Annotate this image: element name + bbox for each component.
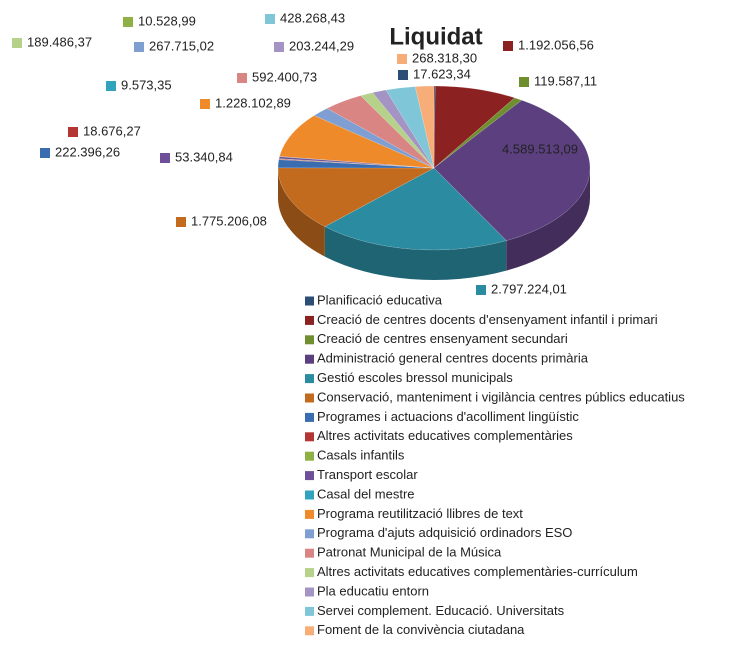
legend-label: Altres activitats educatives complementà… bbox=[317, 564, 638, 579]
legend-key bbox=[305, 374, 314, 384]
slice bbox=[414, 85, 435, 169]
legend-key bbox=[305, 296, 314, 306]
data-label: 1.192.056,56 bbox=[518, 37, 594, 52]
slice bbox=[433, 85, 516, 169]
legend-label: Transport escolar bbox=[317, 467, 418, 482]
data-label: 2.797.224,01 bbox=[491, 281, 567, 296]
label-key bbox=[134, 42, 144, 52]
label-key bbox=[519, 77, 529, 87]
legend-key bbox=[305, 548, 314, 558]
slice bbox=[277, 159, 435, 169]
legend-key bbox=[305, 451, 314, 461]
slice bbox=[313, 108, 435, 169]
data-label: 428.268,43 bbox=[280, 10, 345, 25]
data-label: 222.396,26 bbox=[55, 144, 120, 159]
slice bbox=[279, 115, 435, 169]
legend-key bbox=[305, 335, 314, 345]
legend-label: Casals infantils bbox=[317, 448, 405, 463]
label-key bbox=[265, 14, 275, 24]
data-label: 18.676,27 bbox=[83, 123, 141, 138]
slice bbox=[278, 156, 435, 169]
legend-key bbox=[305, 432, 314, 442]
label-key bbox=[237, 73, 247, 83]
data-label: 17.623,34 bbox=[413, 66, 471, 81]
label-key bbox=[160, 153, 170, 163]
slice bbox=[326, 95, 435, 169]
data-label: 268.318,30 bbox=[412, 50, 477, 65]
slice bbox=[277, 167, 435, 227]
slice-side bbox=[506, 168, 590, 271]
legend-label: Foment de la convivència ciutadana bbox=[317, 622, 525, 637]
slice-side bbox=[324, 226, 507, 281]
legend-label: Altres activitats educatives complementà… bbox=[317, 428, 573, 443]
legend-key bbox=[305, 412, 314, 422]
legend-key bbox=[305, 509, 314, 519]
data-label: 592.400,73 bbox=[252, 69, 317, 84]
slice bbox=[360, 92, 435, 169]
slice bbox=[278, 158, 435, 169]
legend-key bbox=[305, 354, 314, 364]
legend-label: Creació de centres ensenyament secundari bbox=[317, 331, 568, 346]
data-label: 189.486,37 bbox=[27, 34, 92, 49]
label-key bbox=[200, 99, 210, 109]
slice-side bbox=[278, 168, 325, 257]
data-label: 203.244,29 bbox=[289, 38, 354, 53]
label-key bbox=[503, 41, 513, 51]
legend-label: Casal del mestre bbox=[317, 486, 415, 501]
legend-key bbox=[305, 606, 314, 616]
data-label: 267.715,02 bbox=[149, 38, 214, 53]
label-key bbox=[397, 54, 407, 64]
data-label: 4.589.513,09 bbox=[502, 141, 578, 156]
label-key bbox=[476, 285, 486, 295]
legend-label: Programa d'ajuts adquisició ordinadors E… bbox=[317, 525, 572, 540]
slice bbox=[372, 89, 435, 169]
data-label: 1.775.206,08 bbox=[191, 213, 267, 228]
label-key bbox=[106, 81, 116, 91]
legend-label: Pla educatiu entorn bbox=[317, 583, 429, 598]
legend-key bbox=[305, 490, 314, 500]
legend-label: Creació de centres docents d'ensenyament… bbox=[317, 312, 658, 327]
label-key bbox=[176, 217, 186, 227]
slice bbox=[385, 86, 435, 169]
slice bbox=[324, 167, 507, 251]
legend-key bbox=[305, 587, 314, 597]
label-key bbox=[12, 38, 22, 48]
legend-label: Programa reutilització llibres de text bbox=[317, 506, 523, 521]
data-label: 9.573,35 bbox=[121, 77, 172, 92]
legend-label: Patronat Municipal de la Música bbox=[317, 545, 502, 560]
legend-label: Administració general centres docents pr… bbox=[317, 351, 589, 366]
legend-key bbox=[305, 471, 314, 481]
legend-label: Planificació educativa bbox=[317, 292, 443, 307]
legend-label: Servei complement. Educació. Universitat… bbox=[317, 603, 565, 618]
label-key bbox=[68, 127, 78, 137]
label-key bbox=[398, 70, 408, 80]
data-label: 119.587,11 bbox=[534, 73, 597, 88]
slice bbox=[433, 85, 436, 169]
chart-title: Liquidat bbox=[389, 23, 482, 50]
label-key bbox=[40, 148, 50, 158]
legend-key bbox=[305, 393, 314, 403]
slice bbox=[278, 158, 435, 169]
slice bbox=[433, 99, 591, 241]
legend-key bbox=[305, 315, 314, 325]
legend-label: Conservació, manteniment i vigilància ce… bbox=[317, 389, 685, 404]
legend-key bbox=[305, 529, 314, 539]
legend-key bbox=[305, 568, 314, 578]
data-label: 1.228.102,89 bbox=[215, 95, 291, 110]
label-key bbox=[274, 42, 284, 52]
label-key bbox=[123, 17, 133, 27]
legend-key bbox=[305, 626, 314, 636]
legend-label: Gestió escoles bressol municipals bbox=[317, 370, 513, 385]
slice bbox=[279, 156, 435, 169]
slice bbox=[433, 97, 523, 169]
data-label: 53.340,84 bbox=[175, 149, 233, 164]
data-label: 10.528,99 bbox=[138, 13, 196, 28]
legend-label: Programes i actuacions d'acolliment ling… bbox=[317, 409, 579, 424]
